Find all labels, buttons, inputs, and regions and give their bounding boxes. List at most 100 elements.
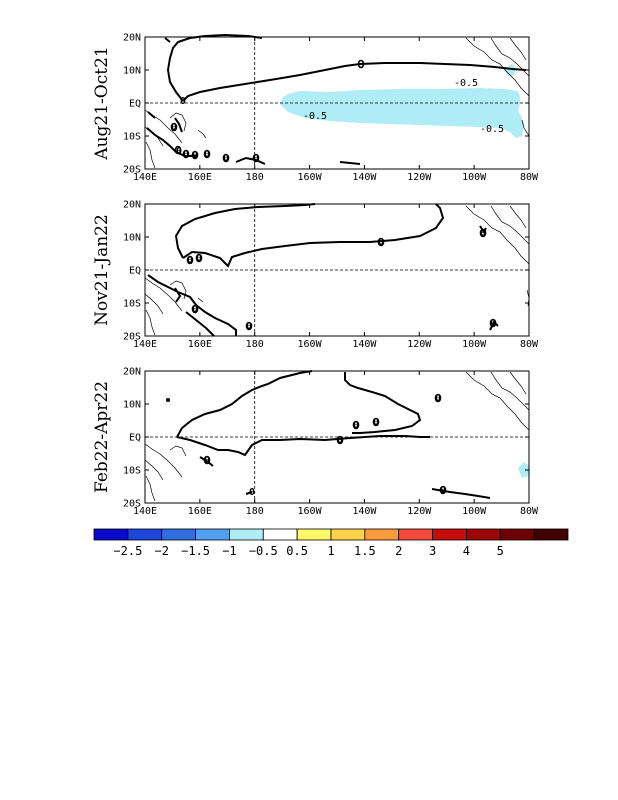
contour-label: 0 bbox=[253, 153, 259, 164]
coastline bbox=[144, 371, 530, 502]
colorbar-label: −1 bbox=[222, 544, 236, 558]
y-tick-label: 20S bbox=[123, 165, 141, 176]
x-tick-label: 140W bbox=[352, 172, 377, 183]
x-tick-label: 120W bbox=[407, 339, 432, 350]
x-tick-label: 140E bbox=[133, 172, 157, 183]
contour-label: 0 bbox=[183, 149, 189, 160]
y-tick-label: 20N bbox=[123, 33, 141, 44]
x-tick-label: 80W bbox=[520, 339, 539, 350]
x-tick-label: 160E bbox=[188, 506, 212, 517]
colorbar-swatch bbox=[161, 528, 196, 541]
y-tick-label: 20S bbox=[123, 332, 141, 343]
colorbar-swatch bbox=[296, 528, 332, 541]
contour-label: 0 bbox=[187, 255, 193, 266]
y-tick-label: EQ bbox=[129, 266, 141, 277]
contour-label: 0 bbox=[223, 153, 229, 164]
x-tick-label: 120W bbox=[407, 172, 432, 183]
x-tick-label: 80W bbox=[520, 506, 539, 517]
contour-label: 0 bbox=[204, 149, 210, 160]
y-tick-label: 10N bbox=[123, 66, 141, 77]
contour-label: 0 bbox=[480, 228, 486, 239]
negative-anomaly-patch bbox=[518, 462, 529, 478]
colorbar-swatch bbox=[466, 528, 501, 541]
colorbar-label: −2.5 bbox=[113, 544, 142, 558]
colorbar-swatch bbox=[195, 528, 230, 541]
zero-contour bbox=[146, 33, 527, 165]
coastline bbox=[144, 37, 530, 169]
contour-label: 0 bbox=[378, 237, 384, 248]
contour-label: 0 bbox=[180, 96, 186, 107]
colorbar-swatch bbox=[398, 528, 433, 541]
colorbar-label: 1.5 bbox=[354, 544, 376, 558]
colorbar-label: −1.5 bbox=[181, 544, 210, 558]
zero-contour bbox=[176, 370, 491, 499]
x-tick-label: 120W bbox=[407, 506, 432, 517]
x-tick-label: 80W bbox=[520, 172, 539, 183]
x-tick-label: 160W bbox=[298, 172, 323, 183]
small-contour-loops bbox=[170, 59, 365, 163]
contour-label: 0 bbox=[192, 150, 198, 161]
panel-aug21-oct21: -0.5 -0.5 -0.5 bbox=[144, 33, 530, 169]
colorbar-swatch bbox=[533, 528, 569, 541]
colorbar-swatch bbox=[229, 528, 264, 541]
contour-label: 0 bbox=[373, 417, 379, 428]
contour-label: 0 bbox=[490, 318, 496, 329]
panel-frames: 140E 160E 180 160W 140W 120W 100W 80W 20N 10N EQ 10… bbox=[92, 33, 539, 518]
contour-label: -0.5 bbox=[480, 124, 504, 135]
x-tick-label: 140E bbox=[133, 506, 157, 517]
contour-label: 0 bbox=[353, 420, 359, 431]
contour-label: 0 bbox=[249, 487, 255, 498]
contour-label: 0 bbox=[435, 393, 441, 404]
panel-axes: 140E 160E 180 160W 140W 120W 100W 80W 20N 10N EQ 10… bbox=[92, 367, 539, 518]
x-tick-label: 140W bbox=[352, 506, 377, 517]
colorbar-label: 1 bbox=[327, 544, 334, 558]
y-tick-label: 20S bbox=[123, 499, 141, 510]
small-contour-loops bbox=[166, 393, 447, 495]
colorbar-swatch bbox=[93, 528, 129, 541]
y-tick-label: EQ bbox=[129, 99, 141, 110]
panel-axes: 140E 160E 180 160W 140W 120W 100W 80W 20N 10N EQ 10… bbox=[92, 33, 539, 184]
contour-label: 0 bbox=[176, 146, 182, 157]
colorbar-label: −2 bbox=[154, 544, 168, 558]
colorbar-swatch bbox=[364, 528, 400, 541]
x-tick-label: 160E bbox=[188, 339, 212, 350]
panel-title: Aug21-Oct21 bbox=[92, 46, 112, 160]
y-tick-label: EQ bbox=[129, 433, 141, 444]
x-tick-label: 100W bbox=[462, 506, 487, 517]
contour-label: 0 bbox=[337, 435, 343, 446]
coastline bbox=[144, 205, 530, 336]
x-tick-label: 100W bbox=[462, 339, 487, 350]
colorbar-label: 5 bbox=[497, 544, 504, 558]
panel-title: Nov21-Jan22 bbox=[92, 214, 112, 326]
contour-label: -0.5 bbox=[454, 78, 478, 89]
zero-contour bbox=[147, 203, 499, 337]
contour-label: 0 bbox=[440, 485, 446, 496]
colorbar-swatch bbox=[127, 528, 163, 541]
y-tick-label: 20N bbox=[123, 367, 141, 378]
y-tick-label: 10N bbox=[123, 400, 141, 411]
panel-title: Feb22-Apr22 bbox=[92, 381, 112, 493]
panel-feb22-apr22 bbox=[144, 370, 530, 502]
colorbar-label: 0.5 bbox=[286, 544, 308, 558]
contour-label: -0.5 bbox=[303, 111, 327, 122]
colorbar-label: 3 bbox=[429, 544, 436, 558]
x-tick-label: 100W bbox=[462, 172, 487, 183]
contour-label: 0 bbox=[196, 253, 202, 264]
colorbar-swatch bbox=[432, 528, 467, 541]
contour-zero-labels: 000 0 0 0 0 0 bbox=[171, 96, 259, 164]
colorbar-label: 4 bbox=[463, 544, 470, 558]
colorbar: −2.5 −2 −1.5 −1 −0.5 0.5 1 1.5 2 3 4 5 bbox=[93, 528, 569, 558]
x-tick-label: 180 bbox=[246, 506, 264, 517]
small-contour-loops bbox=[186, 228, 497, 331]
colorbar-label: 2 bbox=[395, 544, 402, 558]
x-tick-label: 160W bbox=[298, 506, 323, 517]
x-tick-label: 160E bbox=[188, 172, 212, 183]
y-tick-label: 10N bbox=[123, 233, 141, 244]
x-tick-label: 180 bbox=[246, 172, 264, 183]
contour-label: 0 bbox=[171, 122, 177, 133]
x-tick-label: 140W bbox=[352, 339, 377, 350]
contour-label: 0 bbox=[192, 304, 198, 315]
